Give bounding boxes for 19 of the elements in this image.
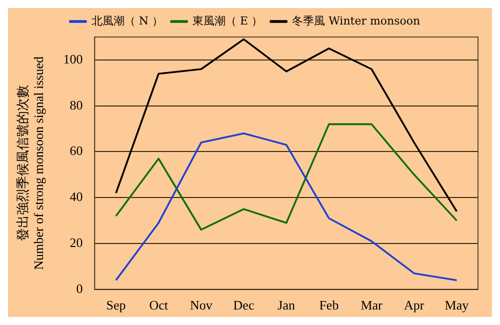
x-tick-label: Oct (149, 298, 168, 313)
y-tick-label: 0 (76, 280, 83, 296)
y-tick-label: 60 (70, 143, 83, 158)
y-tick-label: 80 (70, 97, 83, 112)
x-tick-label: Jan (278, 298, 296, 313)
x-tick-label: May (444, 298, 470, 313)
y-tick-label: 20 (70, 234, 83, 250)
x-tick-label: Feb (319, 298, 339, 313)
x-tick-label: Mar (360, 298, 384, 313)
y-tick-label: 100 (63, 51, 83, 66)
legend-label: 東風潮（ E ） (192, 14, 263, 28)
x-tick-label: Sep (106, 298, 126, 313)
x-tick-label: Dec (233, 298, 254, 313)
y-axis-title: 發出強烈季候風信號的次數 Number of strong monsoon signal issued (15, 56, 46, 270)
x-tick-label: Nov (190, 298, 213, 313)
legend-label: 冬季風 Winter monsoon (292, 14, 420, 28)
x-tick-label: Apr (404, 298, 425, 313)
legend-label: 北風潮（ N ） (91, 14, 164, 28)
y-tick-label: 40 (70, 189, 83, 204)
